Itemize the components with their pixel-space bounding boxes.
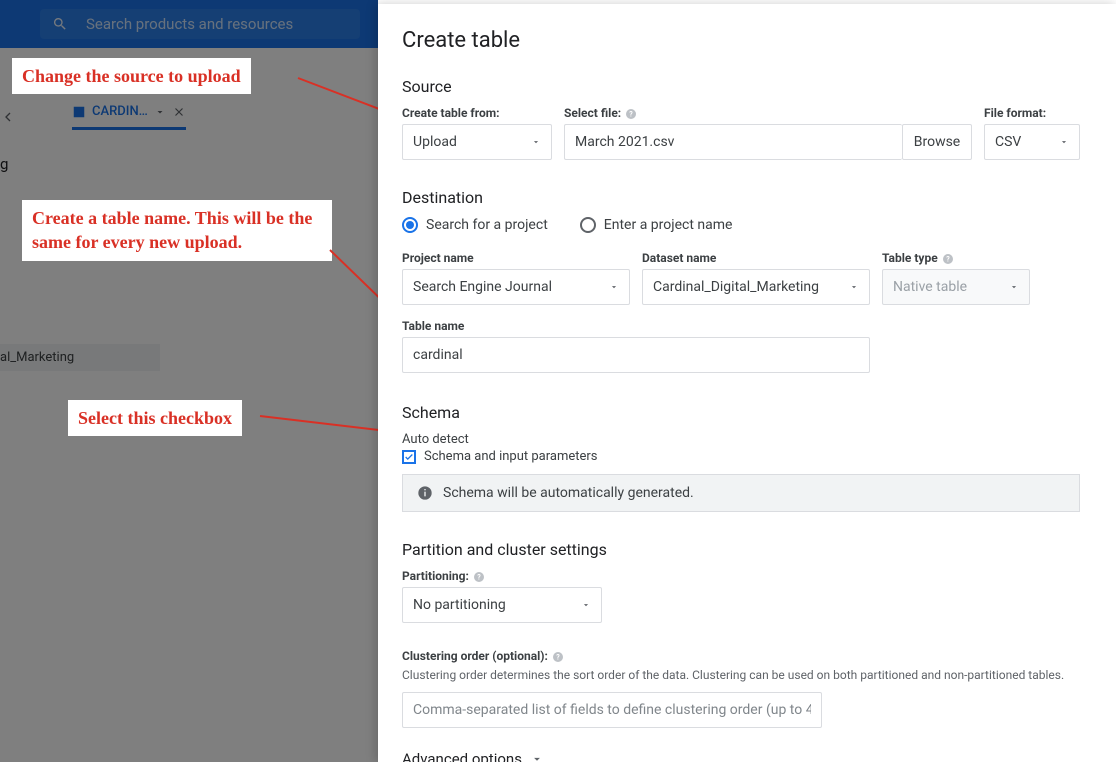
help-icon: ? bbox=[473, 571, 485, 583]
create-table-panel: Create table Source Create table from: U… bbox=[378, 4, 1116, 762]
browse-button[interactable]: Browse bbox=[902, 124, 972, 160]
schema-info: Schema will be automatically generated. bbox=[402, 474, 1080, 512]
advanced-options-toggle[interactable]: Advanced options bbox=[402, 750, 1080, 762]
chevron-down-icon bbox=[530, 752, 544, 762]
table-name-input[interactable] bbox=[402, 337, 870, 373]
source-heading: Source bbox=[402, 77, 1080, 96]
clustering-help: Clustering order determines the sort ord… bbox=[402, 667, 1080, 684]
caret-down-icon bbox=[1009, 282, 1019, 292]
svg-text:?: ? bbox=[477, 573, 481, 581]
radio-search-project[interactable]: Search for a project bbox=[402, 217, 548, 233]
file-format-value: CSV bbox=[995, 134, 1021, 150]
dataset-name-label: Dataset name bbox=[642, 251, 870, 265]
file-format-label: File format: bbox=[984, 106, 1080, 120]
svg-text:?: ? bbox=[556, 653, 560, 661]
create-from-label: Create table from: bbox=[402, 106, 552, 120]
schema-heading: Schema bbox=[402, 403, 1080, 422]
callout-2: Create a table name. This will be the sa… bbox=[22, 200, 332, 261]
clustering-label: Clustering order (optional):? bbox=[402, 649, 1080, 663]
radio-enter-project[interactable]: Enter a project name bbox=[580, 217, 733, 233]
table-type-select: Native table bbox=[882, 269, 1030, 305]
caret-down-icon bbox=[1059, 137, 1069, 147]
project-select[interactable]: Search Engine Journal bbox=[402, 269, 630, 305]
schema-checkbox[interactable] bbox=[402, 450, 416, 464]
file-input[interactable] bbox=[564, 124, 902, 160]
partition-heading: Partition and cluster settings bbox=[402, 540, 1080, 559]
caret-down-icon bbox=[581, 600, 591, 610]
page-root: Search products and resources CARDIN… g … bbox=[0, 0, 1116, 762]
modal-backdrop bbox=[0, 0, 378, 762]
dataset-select[interactable]: Cardinal_Digital_Marketing bbox=[642, 269, 870, 305]
panel-title: Create table bbox=[402, 28, 1080, 53]
file-format-select[interactable]: CSV bbox=[984, 124, 1080, 160]
table-name-label: Table name bbox=[402, 319, 870, 333]
project-name-label: Project name bbox=[402, 251, 630, 265]
destination-heading: Destination bbox=[402, 188, 1080, 207]
callout-3: Select this checkbox bbox=[68, 400, 242, 436]
select-file-label: Select file:? bbox=[564, 106, 972, 120]
create-from-value: Upload bbox=[413, 134, 457, 150]
schema-checkbox-label: Schema and input parameters bbox=[424, 449, 598, 464]
info-icon bbox=[417, 485, 433, 501]
help-icon: ? bbox=[552, 651, 564, 663]
partitioning-label: Partitioning:? bbox=[402, 569, 1080, 583]
callout-1: Change the source to upload bbox=[12, 58, 251, 94]
caret-down-icon bbox=[849, 282, 859, 292]
partitioning-select[interactable]: No partitioning bbox=[402, 587, 602, 623]
auto-detect-label: Auto detect bbox=[402, 432, 1080, 447]
help-icon: ? bbox=[942, 253, 954, 265]
table-type-label: Table type? bbox=[882, 251, 1030, 265]
caret-down-icon bbox=[609, 282, 619, 292]
caret-down-icon bbox=[531, 137, 541, 147]
svg-text:?: ? bbox=[629, 110, 633, 118]
svg-text:?: ? bbox=[946, 255, 950, 263]
create-from-select[interactable]: Upload bbox=[402, 124, 552, 160]
help-icon: ? bbox=[625, 108, 637, 120]
clustering-input[interactable] bbox=[402, 692, 822, 728]
